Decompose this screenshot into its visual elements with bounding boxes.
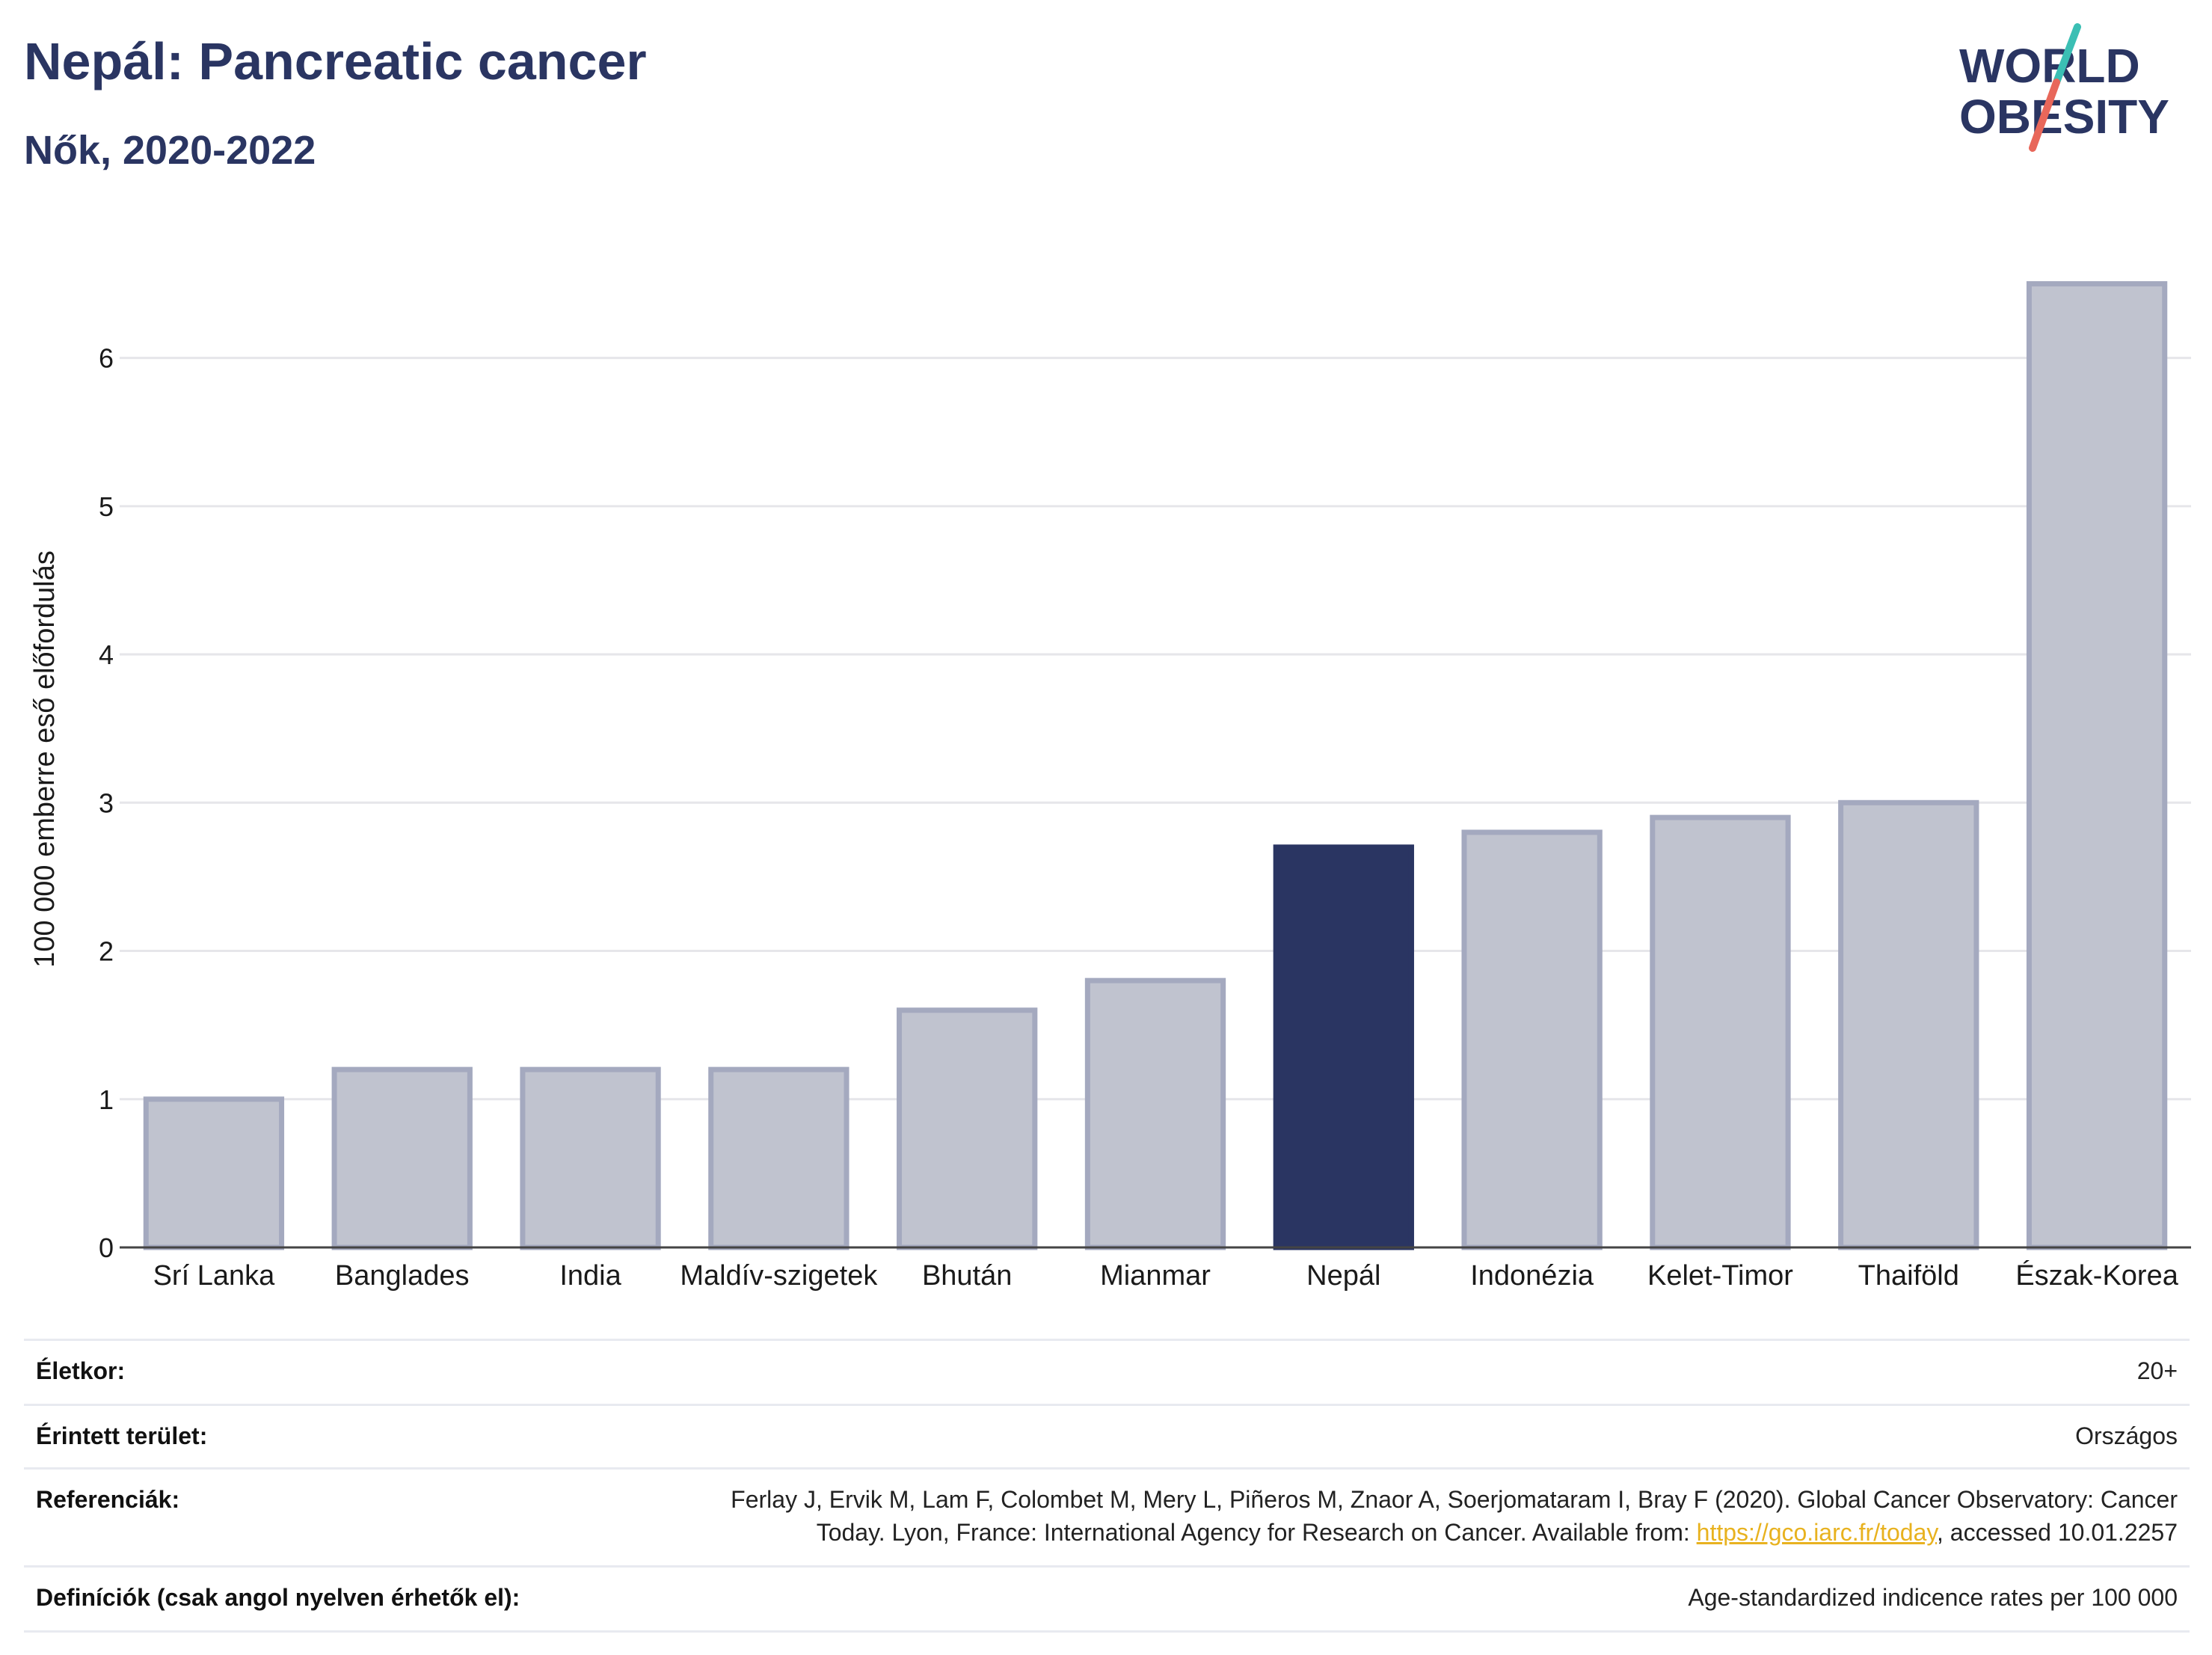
world-obesity-logo: WORLD OBESITY	[1959, 23, 2169, 152]
metadata-value-line: 20+	[2136, 1357, 2178, 1384]
y-tick-label: 0	[99, 1232, 114, 1263]
metadata-value-line: Országos	[2075, 1422, 2178, 1449]
bar-srí-lanka[interactable]	[143, 1096, 285, 1250]
metadata-label: Definíciók (csak angol nyelven érhetők e…	[36, 1584, 520, 1611]
metadata-value: Age-standardized indicence rates per 100…	[1688, 1581, 2178, 1614]
x-tick-label: India	[559, 1260, 621, 1292]
bars	[143, 280, 2168, 1250]
bar-nepál[interactable]	[1273, 844, 1414, 1250]
logo-accent-coral	[2029, 79, 2060, 152]
logo-accent-teal	[2053, 23, 2081, 86]
y-tick-label: 6	[99, 343, 114, 374]
metadata-row: Életkor: 20+	[24, 1339, 2190, 1404]
metadata-value-line: Today. Lyon, France: International Agenc…	[731, 1516, 2178, 1549]
metadata-label: Referenciák:	[36, 1486, 180, 1513]
bar-chart: 0 1 2 3 4 5 6 Srí Lanka Banglades India Maldív-szi…	[29, 280, 2191, 1292]
metadata-label: Érintett terület:	[36, 1422, 208, 1449]
bar-india[interactable]	[520, 1066, 661, 1250]
metadata-value: Ferlay J, Ervik M, Lam F, Colombet M, Me…	[731, 1483, 2178, 1549]
reference-text: Today. Lyon, France: International Agenc…	[816, 1519, 1697, 1546]
x-tick-label: Thaiföld	[1858, 1260, 1959, 1292]
bar-banglades[interactable]	[331, 1066, 473, 1250]
y-axis-label: 100 000 emberre eső előfordulás	[29, 550, 61, 968]
metadata-value: Országos	[2075, 1419, 2178, 1452]
axes: 0 1 2 3 4 5 6 Srí Lanka Banglades India Maldív-szi…	[99, 343, 2191, 1292]
x-tick-label: Indonézia	[1470, 1260, 1594, 1292]
y-tick-label: 3	[99, 787, 114, 818]
y-tick-label: 4	[99, 639, 114, 670]
metadata-value: 20+	[2137, 1354, 2178, 1387]
metadata-row: Definíciók (csak angol nyelven érhetők e…	[24, 1565, 2190, 1630]
metadata-bottom-border	[24, 1630, 2190, 1633]
metadata-row: Referenciák: Ferlay J, Ervik M, Lam F, Co…	[24, 1467, 2190, 1565]
bar-maldív-szigetek[interactable]	[708, 1066, 850, 1250]
bar-kelet-timor[interactable]	[1650, 814, 1791, 1250]
bar-indonézia[interactable]	[1461, 829, 1603, 1250]
logo-line2: OBESITY	[1959, 90, 2169, 144]
x-tick-label: Bhután	[922, 1260, 1012, 1292]
metadata-row: Érintett terület: Országos	[24, 1404, 2190, 1467]
bar-mianmar[interactable]	[1084, 977, 1226, 1250]
bar-thaiföld[interactable]	[1838, 799, 1979, 1250]
bar-bhután[interactable]	[897, 1007, 1038, 1250]
logo-line1: WORLD	[1959, 39, 2140, 93]
x-tick-label: Mianmar	[1100, 1260, 1211, 1292]
y-tick-label: 2	[99, 936, 114, 967]
metadata-label: Életkor:	[36, 1357, 126, 1384]
metadata-value-line: Age-standardized indicence rates per 100…	[1688, 1584, 2178, 1611]
x-tick-label: Kelet-Timor	[1647, 1260, 1793, 1292]
y-tick-label: 1	[99, 1084, 114, 1115]
chart-title: Nepál: Pancreatic cancer	[24, 32, 647, 90]
metadata-value-line: Ferlay J, Ervik M, Lam F, Colombet M, Me…	[731, 1486, 2178, 1513]
reference-link[interactable]: https://gco.iarc.fr/today	[1696, 1519, 1937, 1546]
x-tick-label: Maldív-szigetek	[680, 1260, 878, 1292]
x-tick-label: Srí Lanka	[153, 1260, 276, 1292]
metadata-table: Életkor: 20+ Érintett terület: Országos Refe…	[24, 1339, 2190, 1633]
chart-subtitle: Nők, 2020-2022	[24, 128, 316, 173]
y-tick-label: 5	[99, 491, 114, 522]
x-tick-label: Észak-Korea	[2015, 1259, 2178, 1292]
bar-észak-korea[interactable]	[2026, 280, 2168, 1250]
x-tick-label: Banglades	[335, 1260, 470, 1292]
reference-text: , accessed 10.01.2257	[1936, 1519, 2178, 1546]
x-tick-label: Nepál	[1306, 1260, 1380, 1292]
